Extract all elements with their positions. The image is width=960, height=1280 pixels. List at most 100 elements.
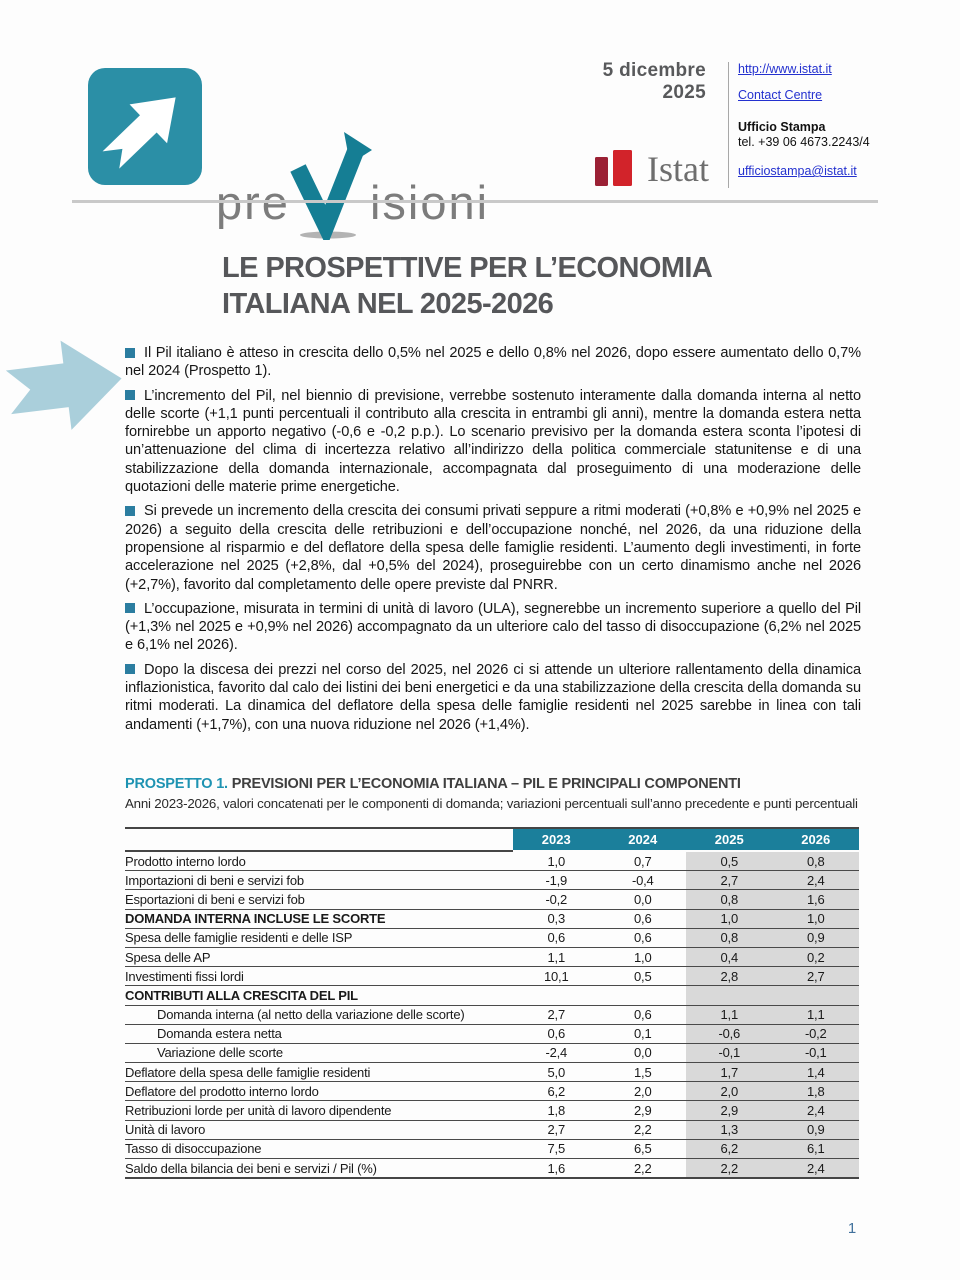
bullet-paragraph: Il Pil italiano è atteso in crescita del… [125,344,861,381]
table-cell: 5,0 [513,1062,600,1083]
table-row-label: Deflatore del prodotto interno lordo [125,1081,513,1102]
table-cell [686,985,773,1006]
table-cell: 0,8 [686,889,773,910]
table-row-label: DOMANDA INTERNA INCLUSE LE SCORTE [125,909,513,929]
table-year-header: 2023 [513,828,600,852]
table-cell: 1,0 [686,909,773,929]
previsioni-logo-arrow-icon [88,68,202,185]
table-cell: -0,1 [686,1043,773,1064]
bullet-text: L’incremento del Pil, nel biennio di pre… [125,387,861,496]
press-office-email-link[interactable]: ufficiostampa@istat.it [738,164,857,178]
prospetto-heading: PROSPETTO 1. PREVISIONI PER L’ECONOMIA I… [125,776,861,792]
table-cell: -0,6 [686,1024,773,1044]
table-cell: 2,2 [686,1158,773,1180]
table-cell: 2,0 [599,1081,686,1102]
table-row-label: Variazione delle scorte [125,1043,513,1064]
prospetto-label: PROSPETTO 1. [125,776,228,792]
table-row: Tasso di disoccupazione 7,5 6,5 6,2 6,1 [125,1139,859,1160]
bullet-text: Il Pil italiano è atteso in crescita del… [125,345,861,380]
table-cell: 6,2 [513,1081,600,1102]
table-cell: 2,9 [686,1100,773,1121]
prospetto-subtitle: Anni 2023-2026, valori concatenati per l… [125,796,858,811]
table-row: DOMANDA INTERNA INCLUSE LE SCORTE 0,3 0,6 1… [125,909,859,929]
table-cell: 0,6 [513,1024,600,1044]
table-row: Deflatore del prodotto interno lordo 6,2 2… [125,1081,859,1102]
table-row: Domanda estera netta 0,6 0,1 -0,6 -0,2 [125,1024,859,1044]
table-cell [599,985,686,1006]
table-cell: 1,7 [686,1062,773,1083]
bullet-square-icon [125,347,135,358]
table-cell: 1,1 [513,947,600,968]
table-cell: -0,2 [513,889,600,910]
table-row-label: Domanda estera netta [125,1024,513,1044]
table-cell: 0,9 [772,928,859,948]
contact-centre-link[interactable]: Contact Centre [738,88,823,102]
table-row-label: Deflatore della spesa delle famiglie res… [125,1062,513,1083]
table-cell: -2,4 [513,1043,600,1064]
table-cell: 0,8 [772,851,859,872]
bullet-text: Dopo la discesa dei prezzi nel corso del… [125,661,861,733]
istat-logo-text: Istat [647,148,709,189]
table-cell: 0,0 [599,1043,686,1064]
istat-logo-icon [593,150,641,186]
table-row: Prodotto interno lordo 1,0 0,7 0,5 0,8 [125,851,859,872]
table-row-label: Saldo della bilancia dei beni e servizi … [125,1158,513,1180]
page-title-line1: LE PROSPETTIVE PER L’ECONOMIA [222,252,713,284]
table-row: Importazioni di beni e servizi fob -1,9 -0… [125,870,859,891]
table-cell: 1,0 [513,851,600,872]
bullet-list: Il Pil italiano è atteso in crescita del… [125,344,861,740]
table-cell: 1,6 [513,1158,600,1180]
bullet-square-icon [125,505,135,516]
table-cell: 2,8 [686,966,773,987]
bullet-square-icon [125,390,135,401]
previsioni-wordmark: pre isioni [216,118,489,248]
table-row-label: CONTRIBUTI ALLA CRESCITA DEL PIL [125,985,513,1006]
header-vertical-divider [728,62,729,188]
table-cell: 6,1 [772,1139,859,1160]
table-cell: 2,0 [686,1081,773,1102]
table-cell: 0,0 [599,889,686,910]
table-cell: -0,2 [772,1024,859,1044]
press-office-phone: tel. +39 06 4673.2243/4 [738,135,870,149]
table-cell: -1,9 [513,870,600,891]
table-cell: 2,4 [772,870,859,891]
istat-website-link[interactable]: http://www.istat.it [738,62,832,76]
table-row: Spesa delle AP 1,1 1,0 0,4 0,2 [125,947,859,968]
table-year-header: 2025 [686,828,773,852]
table-cell: 2,7 [513,1120,600,1140]
table-header-row: 2023 2024 2025 2026 [125,828,859,852]
table-cell: 2,4 [772,1158,859,1180]
table-cell: 2,7 [513,1005,600,1025]
document-date: 5 dicembre 2025 [602,60,706,103]
table-year-header: 2026 [772,828,859,852]
table-cell: 1,0 [772,909,859,929]
bullet-paragraph: Si prevede un incremento della crescita … [125,502,861,593]
header-rule [72,200,878,203]
table-row-label: Prodotto interno lordo [125,851,513,872]
table-cell [772,985,859,1006]
table-row: Saldo della bilancia dei beni e servizi … [125,1158,859,1180]
table-cell: 0,2 [772,947,859,968]
table-year-header: 2024 [599,828,686,852]
table-row-label: Importazioni di beni e servizi fob [125,870,513,891]
bullet-text: Si prevede un incremento della crescita … [125,503,861,593]
table-body: Prodotto interno lordo 1,0 0,7 0,5 0,8 Import… [125,851,859,1180]
table-cell: 0,1 [599,1024,686,1044]
table-cell: 2,4 [772,1100,859,1121]
bullet-paragraph: Dopo la discesa dei prezzi nel corso del… [125,661,861,734]
table-cell: 1,1 [686,1005,773,1025]
table-cell: 1,4 [772,1062,859,1083]
bullet-text: L’occupazione, misurata in termini di un… [125,600,861,654]
table-row-label: Spesa delle AP [125,947,513,968]
table-row-label: Domanda interna (al netto della variazio… [125,1005,513,1025]
table-cell: 0,5 [599,966,686,987]
table-cell: 2,7 [686,870,773,891]
table-cell: 1,6 [772,889,859,910]
table-cell: 1,5 [599,1062,686,1083]
table-cell: 6,5 [599,1139,686,1160]
table-row: Variazione delle scorte -2,4 0,0 -0,1 -0,1 [125,1043,859,1064]
press-office-title: Ufficio Stampa [738,120,826,134]
table-cell: 1,3 [686,1120,773,1140]
page-title-line2: ITALIANA NEL 2025-2026 [222,288,554,320]
